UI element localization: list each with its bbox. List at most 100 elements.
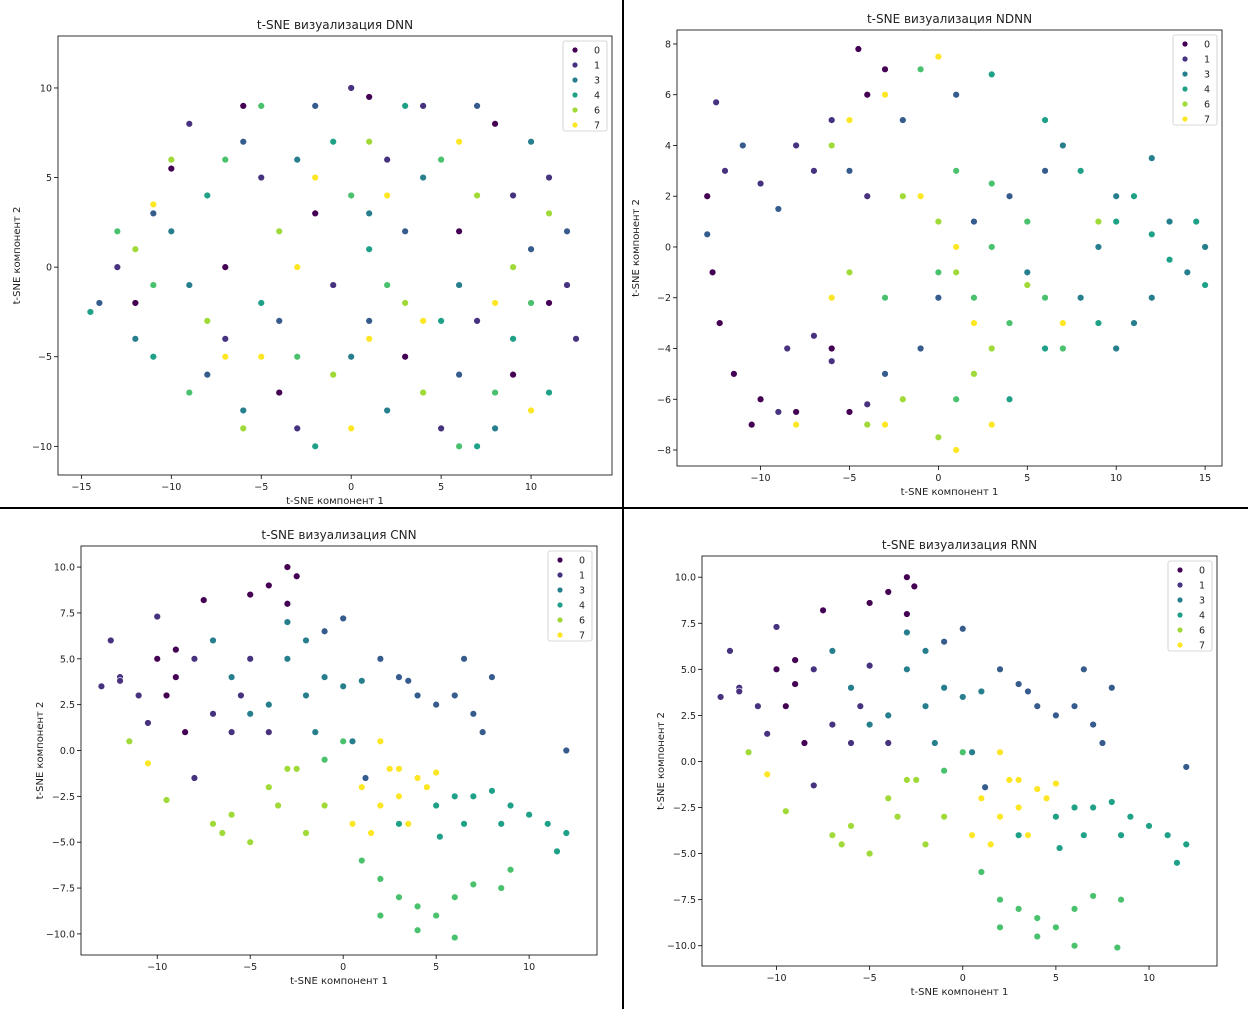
data-point-class-0 [239, 102, 247, 110]
data-point-class-0 [708, 268, 717, 277]
data-point-class-2 [563, 227, 571, 236]
data-point-class-5 [1070, 905, 1079, 913]
data-point-class-6 [899, 395, 907, 403]
data-point-class-5 [1089, 892, 1097, 900]
y-tick-label: −2 [657, 293, 671, 304]
data-point-class-2 [562, 746, 571, 755]
data-point-class-2 [432, 700, 440, 709]
data-point-class-6 [899, 192, 907, 200]
data-point-class-5 [383, 281, 391, 289]
data-point-class-5 [996, 895, 1004, 904]
data-point-class-0 [509, 370, 517, 379]
data-point-class-4 [544, 820, 552, 828]
data-point-class-1 [754, 702, 762, 710]
legend-marker-4 [557, 602, 563, 608]
y-tick-label: 8 [665, 39, 671, 50]
data-point-class-1 [383, 155, 391, 164]
data-point-class-0 [827, 344, 836, 353]
data-point-class-0 [715, 319, 724, 327]
data-point-class-4 [311, 442, 319, 451]
data-point-class-3 [968, 748, 976, 756]
legend-label: 3 [1204, 70, 1210, 81]
data-point-class-7 [257, 353, 265, 361]
data-point-class-1 [227, 728, 236, 736]
data-point-class-6 [884, 794, 892, 803]
data-point-class-0 [791, 680, 799, 688]
data-point-class-7 [792, 420, 800, 429]
data-point-class-6 [782, 807, 790, 815]
data-point-class-2 [401, 227, 409, 236]
data-point-class-1 [153, 612, 161, 621]
data-point-class-7 [996, 748, 1004, 756]
data-point-class-0 [854, 45, 863, 53]
data-point-class-4 [1173, 859, 1181, 867]
data-point-class-0 [903, 610, 911, 618]
data-point-class-0 [221, 263, 229, 271]
data-point-class-3 [847, 684, 855, 692]
legend-label: 6 [594, 106, 600, 117]
data-point-class-3 [491, 424, 499, 433]
data-point-class-2 [1080, 665, 1088, 674]
data-point-class-7 [395, 792, 403, 801]
data-point-class-3 [265, 700, 273, 709]
data-point-class-2 [1182, 763, 1190, 771]
data-point-class-2 [455, 370, 463, 379]
data-point-class-2 [916, 344, 925, 353]
x-tick-label: −10 [751, 473, 771, 484]
data-point-class-0 [246, 590, 254, 599]
legend-label: 4 [594, 91, 600, 102]
x-tick-label: −5 [254, 482, 268, 493]
data-point-class-7 [763, 770, 771, 779]
data-point-class-3 [865, 720, 874, 729]
data-point-class-2 [275, 317, 283, 325]
x-tick-label: 0 [340, 962, 346, 973]
data-point-class-3 [339, 682, 347, 691]
data-point-class-7 [419, 317, 427, 325]
data-point-class-2 [527, 245, 535, 253]
x-tick-label: −10 [766, 973, 786, 984]
data-point-class-6 [203, 317, 211, 325]
y-tick-label: 0 [46, 263, 52, 274]
legend-marker-1 [572, 62, 578, 68]
data-point-class-1 [437, 424, 445, 433]
data-point-class-3 [1148, 294, 1156, 302]
axes-frame [676, 29, 1223, 467]
legend-box [547, 550, 593, 642]
data-point-class-7 [144, 759, 152, 768]
data-point-class-2 [739, 141, 747, 150]
data-point-class-7 [1024, 831, 1032, 839]
data-point-class-7 [365, 335, 373, 343]
data-point-class-6 [209, 820, 217, 828]
data-point-class-5 [952, 167, 960, 175]
x-tick-label: 10 [1110, 473, 1122, 484]
data-point-class-0 [819, 606, 827, 615]
scatter-points [86, 84, 580, 451]
data-point-class-4 [525, 810, 533, 819]
data-point-class-3 [903, 628, 911, 637]
data-point-class-4 [1014, 831, 1023, 839]
data-point-class-5 [376, 875, 385, 883]
data-point-class-6 [246, 838, 254, 846]
data-point-class-3 [185, 281, 194, 289]
y-tick-label: 5.0 [60, 654, 75, 665]
chart-title: t-SNE визуализация NDNN [867, 12, 1032, 26]
data-point-class-3 [311, 728, 319, 736]
data-point-class-1 [884, 739, 892, 747]
data-point-class-7 [996, 813, 1004, 821]
y-tick-label: −10 [32, 442, 52, 453]
data-point-class-6 [545, 209, 553, 218]
data-point-class-5 [988, 179, 996, 188]
data-point-class-0 [162, 691, 171, 700]
data-point-class-5 [1023, 217, 1031, 226]
data-point-class-3 [383, 406, 391, 415]
legend-marker-6 [1182, 101, 1188, 107]
data-point-class-4 [1165, 255, 1174, 264]
legend-marker-4 [1182, 86, 1188, 92]
y-tick-label: 10 [40, 83, 52, 94]
data-point-class-3 [347, 353, 355, 361]
legend-marker-7 [1177, 642, 1183, 648]
data-point-class-1 [847, 739, 855, 747]
scatter-points [97, 563, 571, 942]
data-point-class-6 [865, 849, 874, 858]
data-point-class-4 [1130, 192, 1138, 200]
